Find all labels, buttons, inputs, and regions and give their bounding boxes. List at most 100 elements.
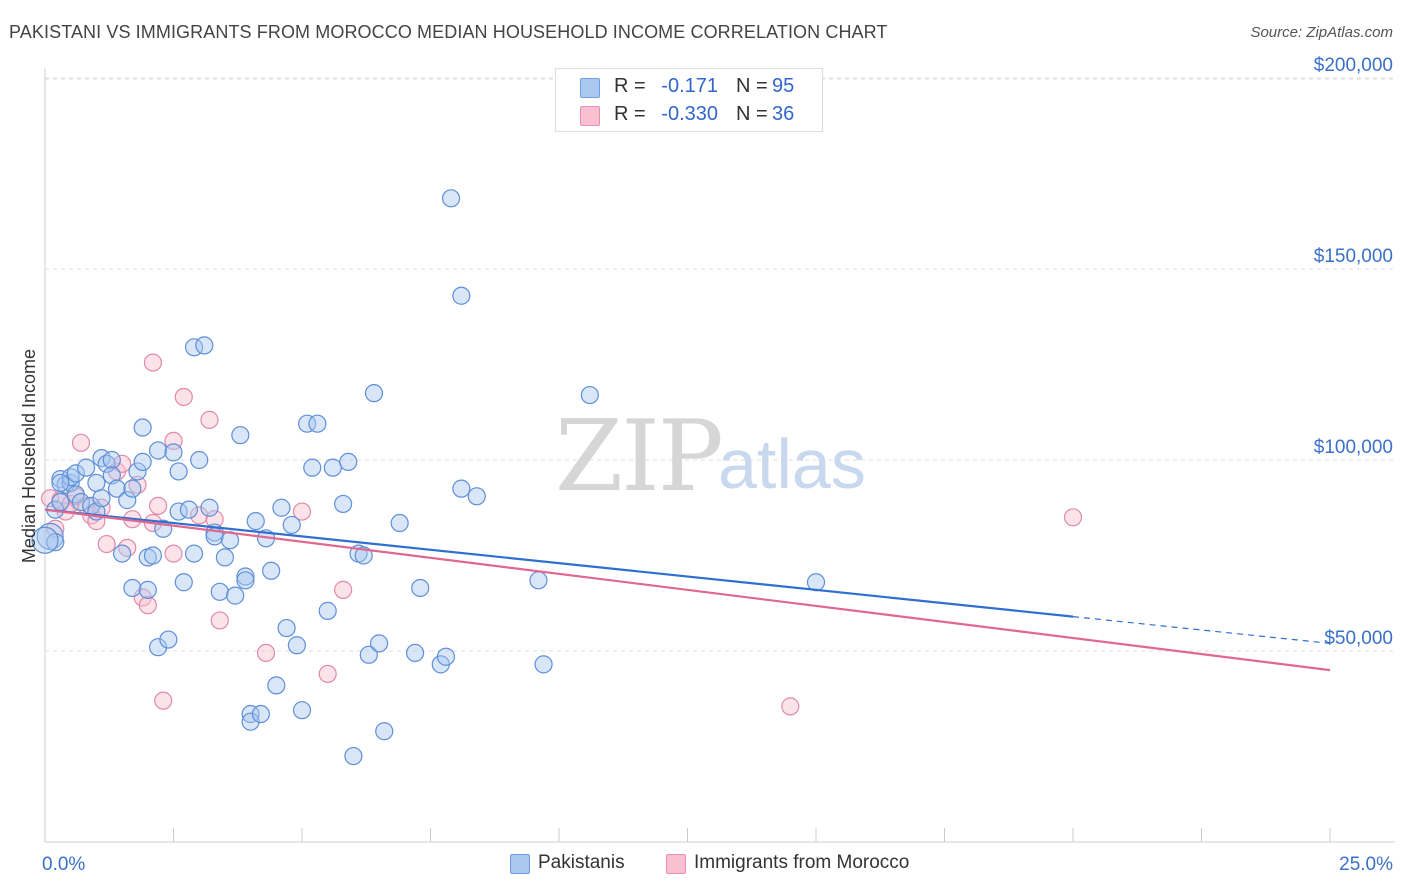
- data-point-pakistanis: [236, 571, 255, 590]
- legend-n-label: N =: [736, 103, 768, 125]
- legend-n-label: N =: [736, 75, 768, 97]
- legend-n-value: 36: [772, 103, 795, 125]
- data-point-pakistanis: [87, 473, 106, 493]
- watermark: ZIP atlas: [555, 400, 866, 514]
- data-point-morocco: [318, 664, 337, 684]
- y-tick-label: $100,000: [1314, 437, 1393, 458]
- bottom-legend-swatch-pink: [666, 854, 686, 874]
- data-point-morocco: [174, 387, 193, 407]
- trend-line-morocco: [44, 508, 1331, 672]
- data-point-pakistanis: [323, 458, 342, 477]
- data-point-morocco: [334, 580, 353, 599]
- grid-lines: [45, 77, 1395, 652]
- data-point-morocco: [154, 691, 173, 710]
- data-point-pakistanis: [370, 634, 389, 653]
- data-point-pakistanis: [102, 450, 121, 470]
- data-point-morocco: [200, 410, 219, 429]
- bottom-legend-label: Immigrants from Morocco: [694, 852, 910, 873]
- data-point-pakistanis: [272, 498, 291, 517]
- data-point-pakistanis: [364, 384, 384, 403]
- data-point-pakistanis: [236, 567, 255, 586]
- bottom-legend-label: Pakistanis: [538, 852, 625, 873]
- data-point-pakistanis: [215, 548, 234, 567]
- data-point-pakistanis: [298, 414, 317, 433]
- data-point-pakistanis: [174, 573, 193, 592]
- data-point-pakistanis: [303, 458, 322, 477]
- legend-r-value: -0.171: [661, 75, 718, 97]
- x-tick-label-min: 0.0%: [42, 854, 85, 875]
- data-point-morocco: [190, 506, 209, 525]
- series-morocco-points: [41, 353, 1083, 716]
- data-point-morocco: [256, 643, 276, 663]
- legend-r-value: -0.330: [661, 103, 718, 125]
- data-point-pakistanis: [344, 746, 363, 766]
- data-point-pakistanis: [226, 586, 245, 605]
- data-point-morocco: [138, 596, 157, 615]
- data-point-pakistanis: [31, 526, 59, 554]
- data-point-pakistanis: [534, 655, 553, 674]
- axis-labels: $50,000 $100,000 $150,000 $200,000 0.0% 25.0%…: [19, 55, 1393, 875]
- data-point-morocco: [46, 519, 65, 538]
- data-point-pakistanis: [133, 452, 152, 472]
- data-point-pakistanis: [452, 286, 471, 305]
- data-point-pakistanis: [246, 512, 265, 531]
- data-point-pakistanis: [580, 385, 599, 405]
- data-point-pakistanis: [210, 582, 229, 601]
- data-point-morocco: [292, 502, 312, 521]
- data-point-pakistanis: [138, 580, 157, 599]
- correlation-legend: R = -0.171 N = 95 R = -0.330 N = 36: [555, 68, 823, 132]
- data-point-pakistanis: [436, 647, 456, 666]
- data-point-pakistanis: [359, 645, 378, 664]
- watermark-atlas: atlas: [718, 425, 866, 503]
- data-point-morocco: [1063, 508, 1083, 527]
- data-point-pakistanis: [66, 464, 85, 483]
- data-point-pakistanis: [143, 546, 163, 565]
- trend-lines: [44, 508, 1331, 672]
- data-point-pakistanis: [277, 618, 296, 638]
- data-point-pakistanis: [190, 450, 209, 470]
- data-point-pakistanis: [339, 452, 358, 472]
- data-point-morocco: [112, 454, 132, 473]
- data-point-pakistanis: [287, 636, 306, 655]
- y-axis-label: Median Household Income: [19, 349, 39, 563]
- bottom-legend-swatch-blue: [510, 854, 530, 874]
- data-point-morocco: [164, 544, 183, 563]
- y-tick-label: $50,000: [1324, 628, 1393, 649]
- data-point-pakistanis: [467, 487, 486, 506]
- data-point-pakistanis: [282, 515, 301, 535]
- data-point-pakistanis: [231, 426, 250, 445]
- data-point-pakistanis: [334, 494, 353, 514]
- trend-line-pakistanis-extension: [1072, 616, 1331, 644]
- data-point-pakistanis: [241, 712, 260, 731]
- source-attribution: Source: ZipAtlas.com: [1250, 24, 1393, 41]
- data-point-pakistanis: [159, 630, 178, 649]
- data-point-pakistanis: [128, 462, 147, 481]
- legend-swatch-pink: [580, 106, 600, 126]
- data-point-pakistanis: [148, 638, 168, 657]
- data-point-pakistanis: [179, 500, 199, 519]
- data-point-pakistanis: [318, 601, 337, 620]
- data-point-pakistanis: [251, 704, 270, 724]
- data-point-pakistanis: [390, 513, 409, 533]
- data-point-pakistanis: [375, 722, 394, 741]
- data-point-pakistanis: [51, 473, 70, 493]
- legend-swatch-blue: [580, 78, 600, 98]
- data-point-pakistanis: [102, 466, 121, 485]
- data-point-morocco: [143, 353, 163, 372]
- data-point-morocco: [210, 611, 229, 630]
- data-point-pakistanis: [452, 479, 471, 498]
- data-point-pakistanis: [133, 418, 152, 437]
- data-point-pakistanis: [51, 492, 70, 512]
- data-point-pakistanis: [112, 544, 132, 563]
- trend-line-pakistanis: [44, 508, 1074, 618]
- x-tick-label-max: 25.0%: [1339, 854, 1393, 875]
- series-pakistanis-points: [31, 189, 826, 766]
- data-point-pakistanis: [61, 473, 80, 493]
- legend-n-value: 95: [772, 75, 795, 97]
- data-point-pakistanis: [148, 441, 168, 460]
- data-point-pakistanis: [241, 704, 260, 724]
- data-point-pakistanis: [405, 643, 425, 663]
- data-point-pakistanis: [71, 492, 91, 512]
- data-point-pakistanis: [200, 498, 219, 517]
